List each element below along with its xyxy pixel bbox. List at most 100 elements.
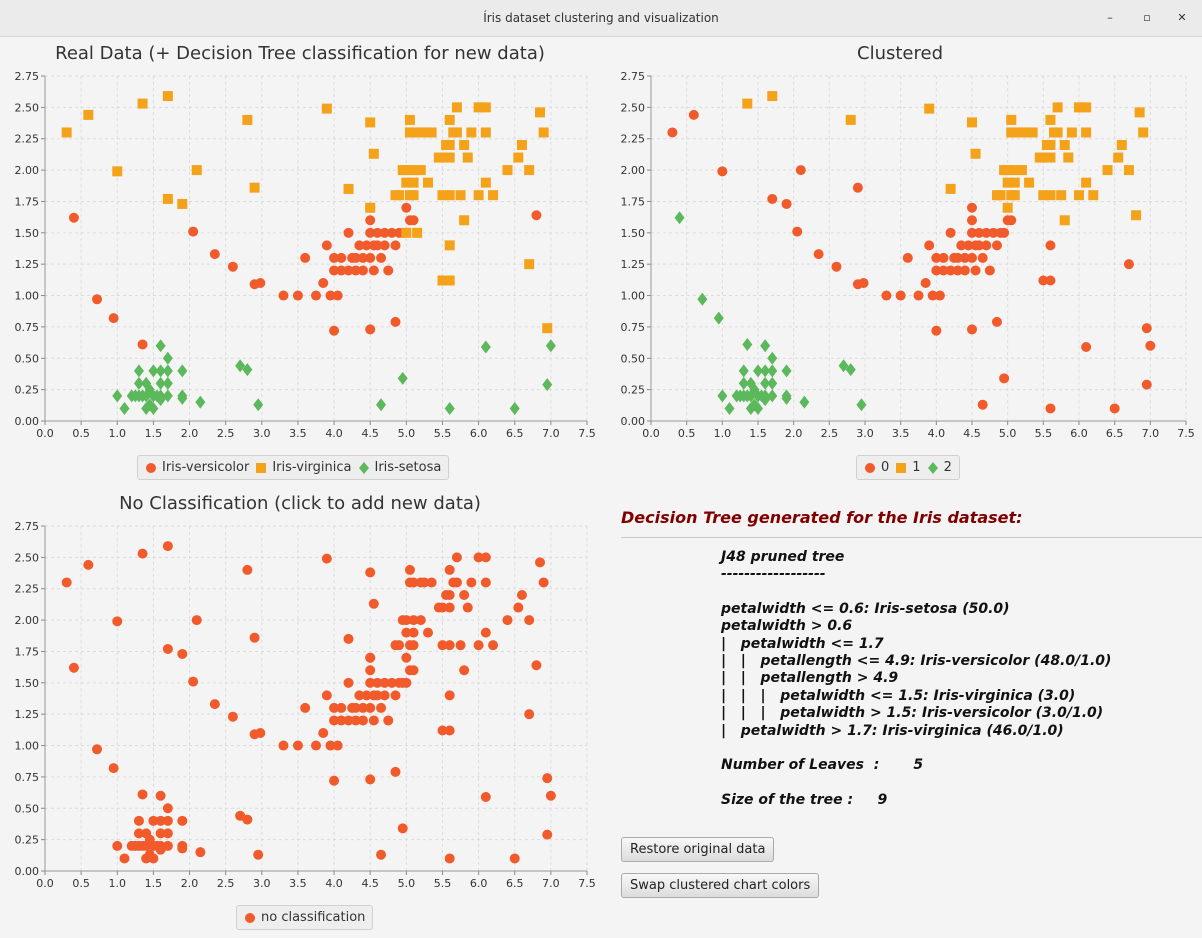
data-point [397,371,408,385]
data-point [325,290,336,301]
legend-item-no-classification: no classification [244,910,365,925]
x-tick-label: 6.0 [470,877,488,890]
data-point [357,702,368,713]
data-point [1052,102,1063,113]
data-point [311,740,321,751]
data-point [697,292,708,306]
tree-line: | | | petalwidth > 1.5: Iris-versicolor … [721,705,1104,721]
y-tick-label: 0.00 [15,415,40,428]
data-point [1002,177,1013,188]
data-point [354,690,365,701]
data-point [350,252,361,263]
restore-original-data-button[interactable]: Restore original data [621,837,775,862]
data-point [372,677,383,688]
data-point [386,227,397,238]
data-point [455,640,466,651]
x-tick-label: 0.0 [642,427,660,440]
data-point [674,211,685,225]
data-point [538,577,549,588]
data-point [1141,323,1152,334]
x-tick-label: 4.5 [361,427,379,440]
data-point [292,290,303,301]
data-point [938,265,949,276]
data-point [162,815,173,826]
close-icon[interactable]: ✕ [1177,11,1187,24]
y-tick-label: 0.25 [15,834,40,847]
circle-icon [245,912,255,923]
x-tick-label: 1.5 [749,427,767,440]
data-point [724,401,735,415]
data-point [667,127,678,138]
data-point [404,577,415,588]
data-point [155,790,166,801]
x-tick-label: 6.5 [506,877,524,890]
data-point [462,152,473,163]
x-tick-label: 3.5 [289,427,307,440]
y-tick-label: 1.75 [15,195,40,208]
data-point [255,728,266,738]
minimize-icon[interactable]: – [1107,11,1113,24]
data-point [408,215,419,226]
data-point [753,364,763,378]
data-point [376,849,387,860]
x-tick-label: 1.5 [145,427,163,440]
data-point [390,240,401,251]
data-point [412,227,423,238]
data-point [1141,379,1152,390]
data-point [365,117,376,128]
data-point [688,109,699,120]
data-point [368,715,379,726]
data-point [188,226,199,237]
data-point [361,240,372,251]
data-point [177,815,188,826]
data-point [924,240,935,251]
y-tick-label: 0.00 [621,415,646,428]
data-point [112,616,123,627]
data-point [444,275,455,286]
x-tick-label: 1.5 [145,877,163,890]
data-point [1102,165,1113,176]
data-point [713,311,724,325]
data-point [760,364,771,378]
data-point [379,677,390,688]
data-point [795,165,806,176]
data-point [426,127,437,138]
data-point [967,227,977,238]
data-point [365,702,376,713]
data-point [437,725,448,736]
data-point [162,193,173,204]
data-point [119,853,130,864]
data-point [321,240,332,251]
data-point [162,91,173,102]
y-tick-label: 0.00 [15,865,40,878]
legend-item-versicolor: Iris-versicolor [145,460,249,475]
data-point [379,227,390,238]
x-tick-label: 6.5 [1106,427,1124,440]
data-point [1074,190,1084,201]
y-tick-label: 1.75 [15,645,40,658]
data-point [278,290,289,301]
maximize-icon[interactable]: ▫ [1143,11,1151,24]
data-point [444,190,455,201]
x-tick-label: 1.0 [714,427,732,440]
data-point [1020,127,1031,138]
data-point [191,615,202,626]
data-point [162,389,173,403]
data-point [813,249,824,260]
x-tick-label: 3.0 [856,427,874,440]
data-point [365,215,376,226]
diamond-icon [927,461,938,474]
data-point [459,215,470,226]
data-point [242,814,253,825]
data-point [119,401,130,415]
data-point [162,376,173,390]
data-point [952,265,963,276]
x-tick-label: 0.5 [72,427,90,440]
data-point [336,702,347,713]
data-point [376,252,387,263]
data-point [437,190,448,201]
data-point [394,190,405,201]
swap-clustered-colors-button[interactable]: Swap clustered chart colors [621,873,820,898]
